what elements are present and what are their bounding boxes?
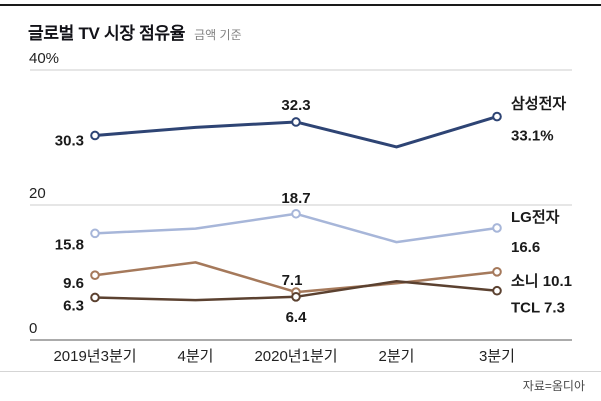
data-label: 30.3 xyxy=(55,132,84,149)
y-axis-tick-label: 20 xyxy=(29,185,46,202)
series-end-label: 삼성전자 xyxy=(511,95,566,113)
data-point-marker xyxy=(90,228,100,239)
page-title: 글로벌 TV 시장 점유율 xyxy=(28,24,186,43)
series-end-label: TCL 7.3 xyxy=(511,300,565,317)
y-axis-tick-label: 0 xyxy=(29,320,37,337)
data-point-marker xyxy=(492,285,502,296)
series-end-label: 33.1% xyxy=(511,128,554,145)
bottom-rule xyxy=(0,371,601,372)
data-point-marker xyxy=(90,130,100,141)
x-axis-tick-label: 2분기 xyxy=(379,348,415,365)
data-label: 15.8 xyxy=(55,236,84,253)
data-label: 6.4 xyxy=(286,309,308,326)
top-rule xyxy=(0,4,601,6)
chart-header: 글로벌 TV 시장 점유율 금액 기준 xyxy=(28,19,242,44)
data-label: 32.3 xyxy=(281,97,310,114)
data-label: 9.6 xyxy=(63,275,84,292)
data-label: 6.3 xyxy=(63,297,84,314)
data-label: 7.1 xyxy=(282,272,303,289)
data-point-marker xyxy=(492,267,502,277)
data-point-marker xyxy=(492,111,502,122)
data-point-marker xyxy=(291,208,301,219)
series-end-label: 소니 10.1 xyxy=(511,273,572,290)
data-point-marker xyxy=(291,292,301,302)
data-label: 18.7 xyxy=(281,190,310,207)
data-point-marker xyxy=(291,117,301,127)
x-axis-tick-label: 2019년3분기 xyxy=(53,348,136,365)
x-axis-tick-label: 2020년1분기 xyxy=(254,348,337,365)
data-point-marker xyxy=(492,223,502,233)
data-point-marker xyxy=(90,292,100,303)
y-axis-tick-label: 40% xyxy=(29,50,59,67)
x-axis-tick-label: 3분기 xyxy=(479,348,515,365)
source-text: 자료=옴디아 xyxy=(522,379,585,393)
series-end-label: 16.6 xyxy=(511,239,540,256)
page-subtitle: 금액 기준 xyxy=(194,28,242,42)
data-point-marker xyxy=(90,270,100,281)
x-axis-tick-label: 4분기 xyxy=(178,348,214,365)
series-end-label: LG전자 xyxy=(511,209,560,226)
